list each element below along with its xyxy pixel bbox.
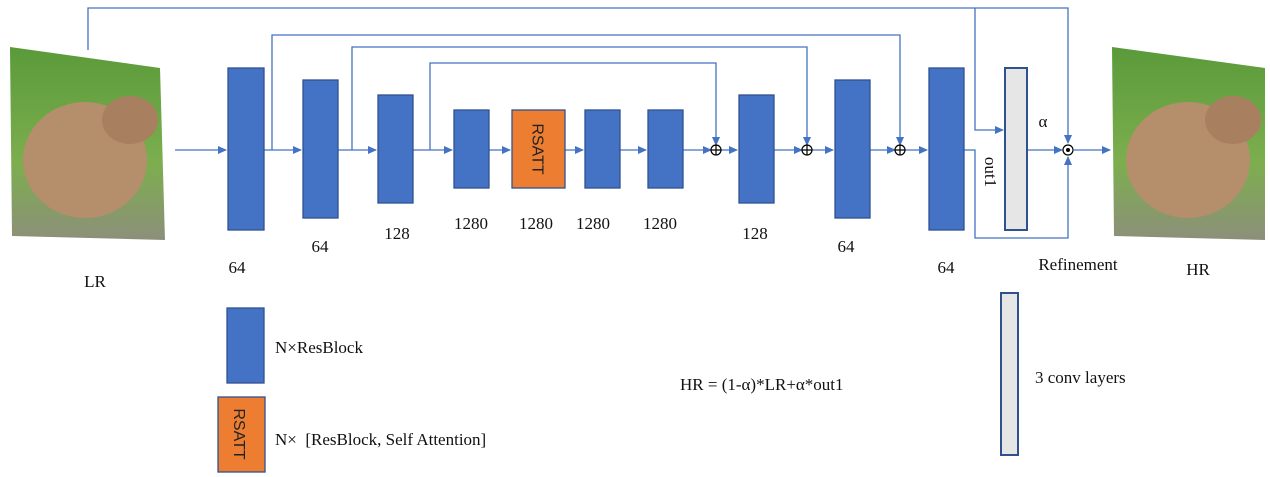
channel-label: 1280 xyxy=(519,214,553,233)
channel-label: 64 xyxy=(312,237,330,256)
formula: HR = (1-α)*LR+α*out1 xyxy=(680,375,844,394)
diagram: 64 64 128 1280 RSATT 1280 1280 1280 128 64 64 out1… xyxy=(0,0,1270,477)
legend-conv xyxy=(1001,293,1018,455)
resblock xyxy=(454,110,489,188)
resblock xyxy=(378,95,413,203)
block-label: RSATT xyxy=(529,123,546,174)
channel-label: 64 xyxy=(229,258,247,277)
alpha-label: α xyxy=(1039,112,1048,131)
resblock xyxy=(739,95,774,203)
channel-label: 1280 xyxy=(454,214,488,233)
output-label: HR xyxy=(1186,260,1210,279)
legend-label: 3 conv layers xyxy=(1035,368,1126,387)
out1-label: out1 xyxy=(981,157,1000,187)
channel-label: 1280 xyxy=(643,214,677,233)
channel-label: 1280 xyxy=(576,214,610,233)
legend-rsatt-label: RSATT xyxy=(230,408,247,459)
legend-label: N× [ResBlock, Self Attention] xyxy=(275,430,486,449)
hr-image xyxy=(1112,47,1265,240)
resblock xyxy=(835,80,870,218)
channel-label: 128 xyxy=(384,224,410,243)
resblock xyxy=(228,68,264,230)
channel-label: 64 xyxy=(938,258,956,277)
legend-resblock xyxy=(227,308,264,383)
channel-label: 128 xyxy=(742,224,768,243)
legend-label: N×ResBlock xyxy=(275,338,363,357)
refinement-label: Refinement xyxy=(1038,255,1118,274)
resblock xyxy=(303,80,338,218)
input-label: LR xyxy=(84,272,106,291)
resblock xyxy=(648,110,683,188)
refinement-block xyxy=(1005,68,1027,230)
resblock xyxy=(585,110,620,188)
blocks: 64 64 128 1280 RSATT 1280 1280 1280 128 64 64 xyxy=(228,68,964,277)
resblock xyxy=(929,68,964,230)
channel-label: 64 xyxy=(838,237,856,256)
lr-image xyxy=(10,47,165,240)
